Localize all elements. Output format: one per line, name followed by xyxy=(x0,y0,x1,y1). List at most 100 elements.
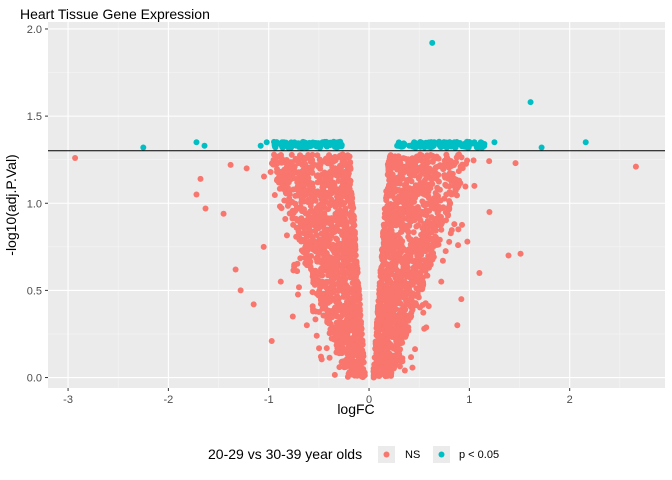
ns-point xyxy=(462,183,469,190)
ns-point xyxy=(443,154,450,161)
ns-point xyxy=(356,292,363,299)
ns-point xyxy=(286,173,293,180)
significant-point xyxy=(477,139,484,146)
ns-point xyxy=(432,155,439,162)
ns-point xyxy=(339,267,346,274)
ns-point xyxy=(268,160,275,167)
ns-point xyxy=(433,164,440,171)
ns-point xyxy=(292,155,299,162)
ns-point xyxy=(476,269,483,276)
ns-point xyxy=(376,372,383,379)
ns-point xyxy=(409,258,416,265)
ns-point xyxy=(345,240,352,247)
ns-point xyxy=(343,318,350,325)
ns-point xyxy=(415,294,422,301)
ns-point xyxy=(321,190,328,197)
ns-point xyxy=(283,232,290,239)
significant-point xyxy=(538,144,545,151)
ns-point xyxy=(344,152,351,159)
ns-point xyxy=(403,177,410,184)
ns-point xyxy=(405,233,412,240)
ns-point xyxy=(345,370,352,377)
ns-point xyxy=(342,205,349,212)
significant-point xyxy=(422,139,429,146)
ns-point xyxy=(351,228,358,235)
ns-point xyxy=(407,252,414,259)
ns-point xyxy=(381,364,388,371)
ns-point xyxy=(332,235,339,242)
ns-point xyxy=(433,198,440,205)
ns-point xyxy=(377,290,384,297)
ns-point xyxy=(395,239,402,246)
ns-point xyxy=(313,332,320,339)
ns-point xyxy=(446,171,453,178)
ns-point xyxy=(384,313,391,320)
significant-point xyxy=(338,143,345,150)
ns-point xyxy=(293,169,300,176)
ns-point xyxy=(313,207,320,214)
ns-point xyxy=(420,236,427,243)
ns-point xyxy=(319,201,326,208)
ns-point xyxy=(298,199,305,206)
y-tick-label: 1.5 xyxy=(27,111,42,123)
ns-point xyxy=(384,324,391,331)
ns-point xyxy=(401,190,408,197)
ns-point xyxy=(72,154,79,161)
ns-point xyxy=(341,310,348,317)
ns-point xyxy=(391,360,398,367)
ns-point xyxy=(303,234,310,241)
ns-point xyxy=(410,156,417,163)
ns-point xyxy=(304,247,311,254)
ns-point xyxy=(423,262,430,269)
ns-point xyxy=(326,354,333,361)
ns-point xyxy=(344,284,351,291)
ns-point xyxy=(341,187,348,194)
ns-point xyxy=(227,161,234,168)
ns-point xyxy=(409,270,416,277)
ns-point xyxy=(294,217,301,224)
ns-point xyxy=(330,241,337,248)
ns-point xyxy=(386,177,393,184)
ns-point xyxy=(359,369,366,376)
ns-point xyxy=(415,213,422,220)
ns-point xyxy=(197,175,204,182)
ns-point xyxy=(423,172,430,179)
ns-point xyxy=(459,165,466,172)
ns-point xyxy=(321,158,328,165)
ns-point xyxy=(287,210,294,217)
ns-point xyxy=(374,365,381,372)
ns-point xyxy=(319,301,326,308)
ns-point xyxy=(307,202,314,209)
ns-point xyxy=(410,229,417,236)
ns-point xyxy=(402,322,409,329)
ns-point xyxy=(391,352,398,359)
ns-point xyxy=(406,222,413,229)
ns-point xyxy=(337,164,344,171)
ns-point xyxy=(448,227,455,234)
ns-point xyxy=(325,317,332,324)
ns-point xyxy=(486,208,493,215)
ns-point xyxy=(390,281,397,288)
ns-point xyxy=(456,151,463,158)
ns-point xyxy=(401,367,408,374)
ns-point xyxy=(430,243,437,250)
x-axis-title: logFC xyxy=(337,401,374,417)
ns-point xyxy=(351,330,358,337)
ns-point xyxy=(423,245,430,252)
ns-point xyxy=(232,266,239,273)
ns-point xyxy=(384,287,391,294)
ns-point xyxy=(317,162,324,169)
ns-point xyxy=(356,301,363,308)
ns-point xyxy=(351,216,358,223)
ns-point xyxy=(464,238,471,245)
ns-point xyxy=(250,301,257,308)
ns-point xyxy=(339,159,346,166)
legend-ns-marker xyxy=(383,451,390,458)
ns-point xyxy=(422,257,429,264)
ns-point xyxy=(346,185,353,192)
ns-point xyxy=(202,205,209,212)
ns-point xyxy=(447,160,454,167)
significant-point xyxy=(453,139,460,146)
y-tick-label: 2.0 xyxy=(27,24,42,36)
